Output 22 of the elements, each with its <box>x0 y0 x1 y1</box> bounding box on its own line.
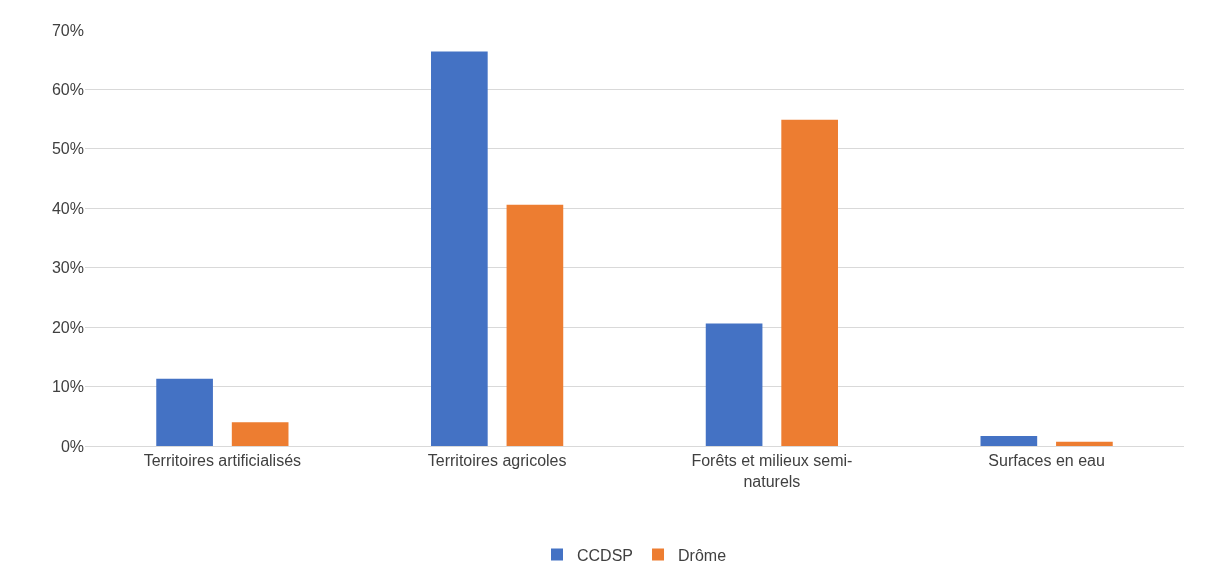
bar <box>705 323 763 446</box>
y-tick-label: 70% <box>51 21 84 39</box>
x-tick-label: Surfaces en eau <box>988 452 1105 470</box>
y-tick-label: 50% <box>51 140 84 158</box>
bar <box>781 119 838 446</box>
y-tick-label: 0% <box>60 437 84 455</box>
x-tick-label: Forêts et milieux semi-naturels <box>691 452 853 490</box>
x-tick-label: Territoires agricoles <box>427 452 567 470</box>
bar <box>431 51 488 446</box>
y-tick-label: 10% <box>51 378 84 396</box>
y-tick-label: 40% <box>51 199 84 217</box>
y-tick-label: 60% <box>51 81 84 99</box>
legend-label: CCDSP <box>577 546 634 564</box>
bar <box>506 204 564 446</box>
legend-label: Drôme <box>678 546 727 564</box>
bar <box>156 378 213 446</box>
y-tick-label: 20% <box>51 318 84 336</box>
x-tick-label: Territoires artificialisés <box>143 452 302 470</box>
bar <box>231 422 289 446</box>
bar <box>1056 441 1113 446</box>
y-tick-label: 30% <box>51 259 84 277</box>
bar <box>980 435 1038 446</box>
